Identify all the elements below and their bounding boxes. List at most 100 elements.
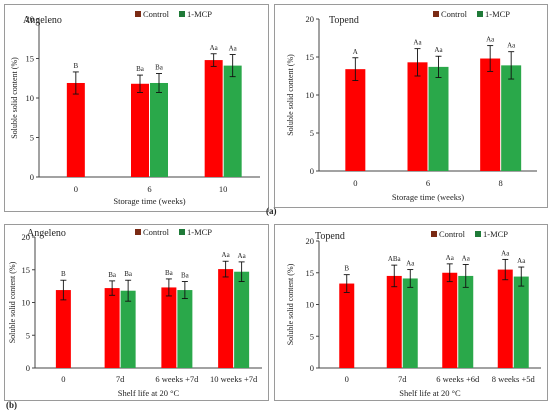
x-tick-label: 8 (499, 178, 503, 188)
y-tick-label: 10 (306, 90, 315, 100)
chart-svg: 0 5 10 15 20 Soluble solid content (%) 0 A 6 Aa Aa… (286, 9, 537, 202)
x-axis-label: Storage time (weeks) (113, 196, 185, 206)
bar-control (442, 272, 458, 368)
y-tick-label: 20 (306, 236, 315, 246)
chart-title: Angeleno (27, 228, 66, 239)
significance-label: ABa (388, 255, 402, 263)
x-tick-label: 6 (147, 184, 151, 194)
significance-label: Aa (222, 251, 231, 259)
bar-control (131, 83, 149, 177)
significance-label: Ba (136, 65, 145, 73)
bar-mcp (402, 278, 418, 368)
legend-swatch-mcp (477, 11, 483, 17)
bar-mcp (234, 271, 250, 368)
y-tick-label: 15 (306, 268, 315, 278)
x-tick-label: 0 (353, 178, 357, 188)
chart-panel-topend-shelf: 0 5 10 15 20 Soluble solid content (%) 0 B 7d ABa… (274, 224, 548, 401)
legend-label-mcp: 1-MCP (187, 227, 212, 237)
significance-label: Ba (124, 270, 133, 278)
legend-label-control: Control (439, 229, 466, 239)
y-tick-label: 0 (26, 363, 30, 373)
x-tick-label: 8 weeks +5d (492, 374, 536, 384)
bar-mcp (120, 290, 136, 368)
significance-label: Ba (165, 269, 174, 277)
legend-swatch-control (135, 229, 141, 235)
significance-label: Aa (462, 254, 471, 262)
chart-panel-angeleno-storage: 0 5 10 15 20 Soluble solid content (%) 0 B 6 Ba Ba… (4, 4, 269, 212)
legend-label-mcp: 1-MCP (187, 9, 212, 19)
legend-swatch-control (433, 11, 439, 17)
bar-mcp (513, 276, 529, 368)
bar-control (345, 69, 366, 171)
significance-label: Aa (434, 46, 443, 54)
legend-label-control: Control (143, 9, 170, 19)
figure-label-a: (a) (266, 206, 277, 216)
bar-control (497, 269, 513, 368)
y-tick-label: 20 (26, 14, 35, 24)
y-tick-label: 10 (22, 298, 31, 308)
chart-title: Topend (315, 231, 345, 242)
significance-label: Ba (181, 272, 190, 280)
x-axis-label: Storage time (weeks) (392, 192, 464, 202)
significance-label: A (353, 48, 358, 56)
significance-label: Aa (406, 260, 415, 268)
bar-mcp (501, 65, 522, 171)
bar-control (104, 288, 120, 368)
bar-mcp (177, 290, 193, 368)
significance-label: Ba (155, 64, 164, 72)
y-tick-label: 15 (26, 54, 35, 64)
chart-title: Angeleno (23, 15, 62, 26)
y-tick-label: 5 (30, 133, 34, 143)
y-tick-label: 10 (306, 300, 315, 310)
figure-label-b: (b) (6, 400, 17, 410)
significance-label: B (344, 265, 349, 273)
x-tick-label: 6 (426, 178, 430, 188)
bar-control (339, 283, 355, 368)
bar-mcp (150, 82, 168, 177)
y-tick-label: 10 (26, 93, 35, 103)
x-tick-label: 7d (398, 374, 407, 384)
x-tick-label: 0 (74, 184, 78, 194)
y-axis-label: Soluble solid content (%) (10, 57, 19, 139)
legend-swatch-mcp (179, 229, 185, 235)
x-tick-label: 10 weeks +7d (210, 374, 258, 384)
y-tick-label: 0 (310, 166, 314, 176)
x-tick-label: 6 weeks +6d (436, 374, 480, 384)
y-axis-label: Soluble solid content (%) (286, 263, 295, 345)
significance-label: B (73, 62, 78, 70)
y-tick-label: 5 (310, 331, 314, 341)
y-axis-label: Soluble solid content (%) (286, 54, 295, 136)
y-axis-label: Soluble solid content (%) (8, 261, 17, 343)
bar-control (386, 275, 402, 368)
legend-swatch-mcp (179, 11, 185, 17)
chart-panel-topend-storage: 0 5 10 15 20 Soluble solid content (%) 0 A 6 Aa Aa… (274, 4, 548, 208)
significance-label: Aa (507, 42, 516, 50)
bar-mcp (428, 66, 449, 171)
y-tick-label: 0 (30, 172, 34, 182)
bar-control (161, 287, 177, 368)
significance-label: Ba (108, 271, 117, 279)
y-tick-label: 0 (310, 363, 314, 373)
x-tick-label: 6 weeks +7d (155, 374, 199, 384)
significance-label: B (61, 270, 66, 278)
bar-control (55, 290, 71, 368)
significance-label: Aa (210, 44, 219, 52)
chart-panel-angeleno-shelf: 0 5 10 15 20 Soluble solid content (%) 0 B 7d Ba B… (4, 224, 269, 401)
chart-svg: 0 5 10 15 20 Soluble solid content (%) 0 B 7d Ba B… (8, 227, 262, 398)
legend-swatch-control (431, 231, 437, 237)
x-tick-label: 10 (219, 184, 228, 194)
x-axis-label: Shelf life at 20 °C (399, 388, 461, 398)
y-tick-label: 20 (306, 14, 315, 24)
chart-svg: 0 5 10 15 20 Soluble solid content (%) 0 B 7d ABa… (286, 229, 541, 398)
y-tick-label: 5 (26, 330, 30, 340)
y-tick-label: 15 (22, 265, 31, 275)
legend-swatch-mcp (475, 231, 481, 237)
legend-label-mcp: 1-MCP (485, 9, 510, 19)
bar-control (407, 62, 428, 171)
y-tick-label: 20 (22, 232, 31, 242)
significance-label: Aa (517, 257, 526, 265)
bar-control (204, 60, 223, 177)
bar-control (66, 82, 85, 177)
bar-mcp (223, 65, 242, 177)
legend-label-control: Control (143, 227, 170, 237)
